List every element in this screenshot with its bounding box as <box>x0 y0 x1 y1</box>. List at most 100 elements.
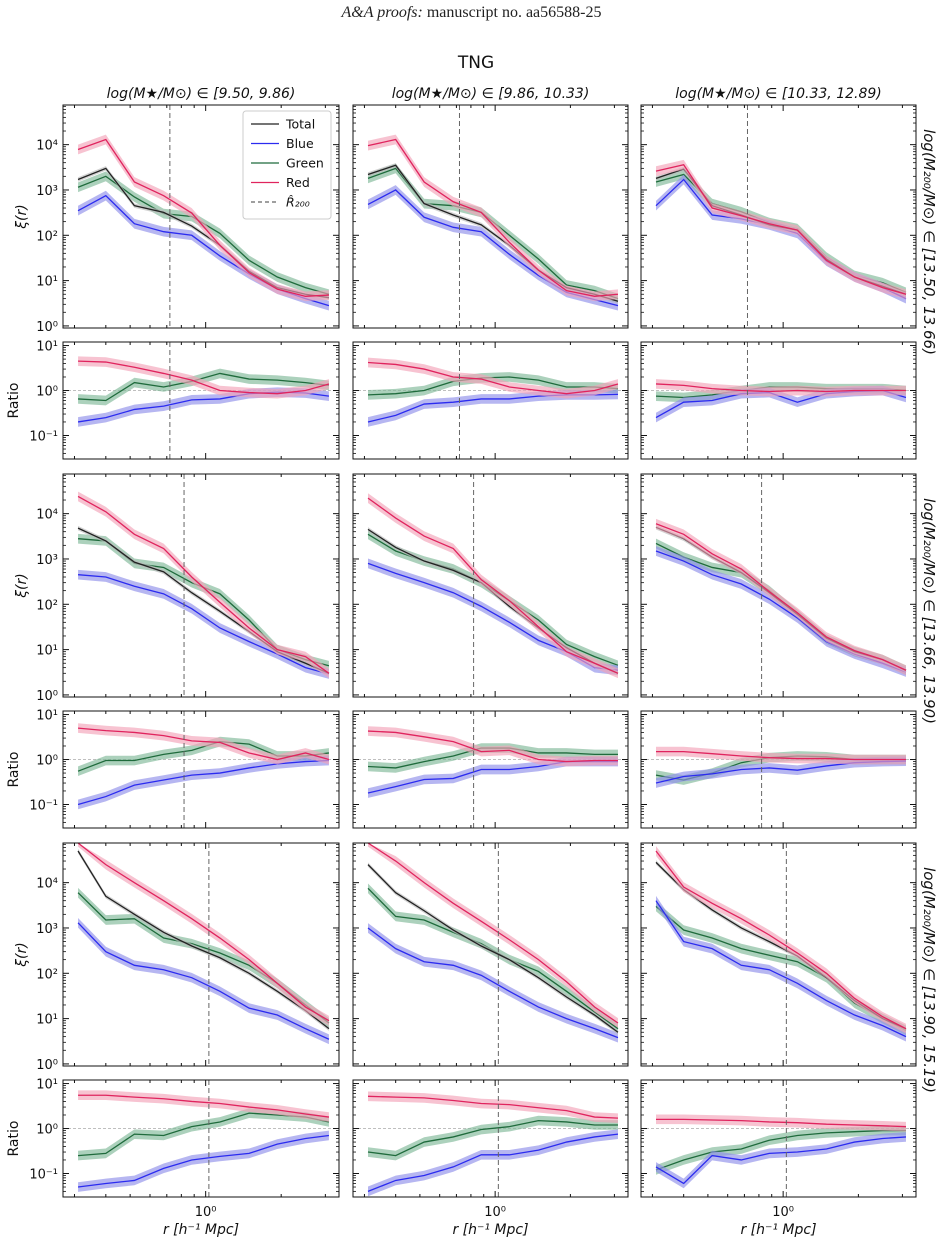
series-line-blue <box>367 927 619 1039</box>
ratio-plot-area <box>353 1080 628 1197</box>
main-panel-frame <box>352 842 629 1067</box>
series-band-green <box>367 743 618 773</box>
series-band-green <box>78 171 329 300</box>
ratio-plot-area <box>641 711 916 828</box>
y-tick-label: 10² <box>36 598 58 613</box>
series-band-red <box>655 846 906 1034</box>
y-tick-label: 10³ <box>36 922 58 937</box>
x-axis-label: r [h⁻¹ Mpc] <box>163 1222 239 1238</box>
main-panel-frame <box>352 473 629 698</box>
legend-entry: Blue <box>286 136 314 151</box>
series-band-blue <box>367 1129 618 1197</box>
series-band-red <box>655 159 906 300</box>
series-line-green <box>655 1129 906 1171</box>
y-tick-label: 10⁴ <box>36 877 58 892</box>
page-header: A&A proofs: manuscript no. aa56588-25 <box>0 4 943 22</box>
main-plot-area <box>77 105 330 328</box>
series-band-green <box>367 163 618 304</box>
ratio-plot-area <box>353 342 628 459</box>
series-band-blue <box>655 546 906 677</box>
ratio-plot-area <box>641 342 916 459</box>
y-tick-label: 10¹ <box>36 1078 58 1093</box>
series-band-total <box>78 166 329 300</box>
y-tick-label: 10⁰ <box>36 385 58 400</box>
y-tick-label: 10³ <box>36 184 58 199</box>
series-line-red <box>367 1095 619 1119</box>
series-band-red <box>367 493 618 679</box>
series-line-red <box>78 1094 330 1118</box>
series-line-red <box>77 138 329 297</box>
series-line-blue <box>367 1133 619 1192</box>
main-panel-frame <box>352 104 629 329</box>
series-line-red <box>655 164 907 295</box>
series-line-red <box>655 523 907 671</box>
series-line-red <box>77 495 330 674</box>
legend-entry: R̂₂₀₀ <box>286 195 310 210</box>
y-tick-label: 10³ <box>36 553 58 568</box>
series-line-blue <box>655 1136 907 1185</box>
y-axis-label-ratio: Ratio <box>6 383 22 419</box>
legend: Total Blue Green Red R̂₂₀₀ <box>242 110 332 220</box>
y-tick-label: 10² <box>36 967 58 982</box>
series-line-blue <box>77 1134 330 1188</box>
series-line-total <box>367 864 619 1033</box>
series-band-red <box>78 491 329 679</box>
y-tick-label: 10⁴ <box>36 139 58 154</box>
series-line-total <box>77 850 330 1030</box>
ratio-plot-area <box>641 1080 916 1197</box>
y-tick-label: 10⁻¹ <box>29 1167 58 1182</box>
legend-box <box>242 110 332 220</box>
series-band-red <box>655 379 906 397</box>
series-line-blue <box>655 900 907 1038</box>
series-band-red <box>78 1090 329 1122</box>
main-plot-area <box>367 843 619 1066</box>
series-band-red <box>367 726 618 767</box>
y-tick-label: 10¹ <box>36 340 58 355</box>
series-line-red <box>367 138 619 297</box>
series-band-blue <box>367 923 618 1043</box>
series-band-total <box>367 862 618 1035</box>
y-tick-label: 10¹ <box>36 275 58 290</box>
figure-suptitle: TNG <box>457 53 494 73</box>
row-title: log(M₂₀₀/M⊙) ∈ [13.50, 13.66) <box>920 129 938 355</box>
main-panel-frame <box>62 842 340 1067</box>
legend-entry: Total <box>285 117 315 132</box>
series-band-blue <box>78 1130 329 1192</box>
main-plot-area <box>655 843 907 1066</box>
y-tick-label: 10⁰ <box>36 1058 58 1073</box>
y-tick-label: 10⁰ <box>36 754 58 769</box>
series-line-red <box>655 850 907 1030</box>
manuscript-number: manuscript no. aa56588-25 <box>426 4 602 21</box>
series-band-red <box>655 746 906 765</box>
y-tick-label: 10⁰ <box>36 1123 58 1138</box>
series-line-red <box>655 750 906 761</box>
main-plot-area <box>367 474 619 697</box>
ratio-plot-area <box>63 1080 339 1197</box>
series-band-green <box>367 883 618 1034</box>
series-band-red <box>655 518 906 676</box>
x-tick-label: 10⁰ <box>772 1205 794 1220</box>
y-axis-label-xi: ξ(r) <box>14 942 30 968</box>
x-tick-label: 10⁰ <box>195 1205 217 1220</box>
x-axis-label: r [h⁻¹ Mpc] <box>452 1222 528 1238</box>
series-line-green <box>78 372 330 402</box>
y-tick-label: 10¹ <box>36 1013 58 1028</box>
series-band-green <box>655 901 906 1036</box>
x-tick-label: 10⁰ <box>484 1205 506 1220</box>
y-axis-label-xi: ξ(r) <box>14 204 30 230</box>
row-title: log(M₂₀₀/M⊙) ∈ [13.90, 15.19) <box>920 867 938 1093</box>
main-panel-frame <box>640 104 917 329</box>
series-band-blue <box>367 185 618 311</box>
y-tick-label: 10¹ <box>36 709 58 724</box>
series-line-red <box>367 497 619 674</box>
y-axis-label-xi: ξ(r) <box>14 573 30 599</box>
main-panel-frame <box>62 473 340 698</box>
y-axis-label-ratio: Ratio <box>6 752 22 788</box>
series-band-green <box>78 368 329 406</box>
y-tick-label: 10⁻¹ <box>29 429 58 444</box>
series-line-red <box>367 730 618 763</box>
series-band-blue <box>367 756 618 798</box>
main-panel-frame <box>640 473 917 698</box>
series-line-red <box>367 843 619 1024</box>
series-line-green <box>367 1119 618 1157</box>
